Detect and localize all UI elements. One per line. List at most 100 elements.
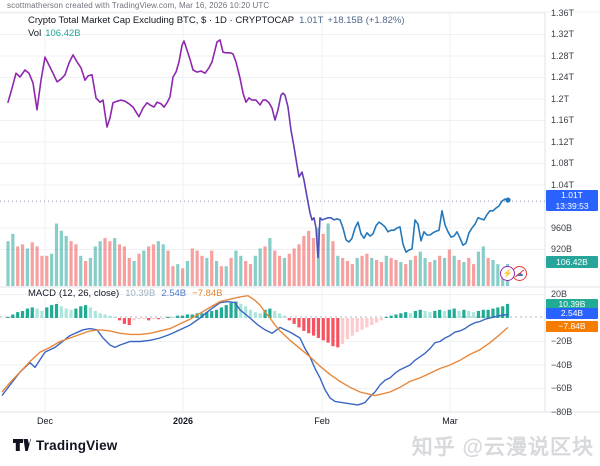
volume-bar: [467, 257, 471, 286]
macd-hist-bar: [316, 318, 320, 338]
axis-tick-label: 920B: [551, 244, 573, 254]
axis-tick-label: 1.36T: [551, 7, 575, 18]
volume-bar: [210, 250, 214, 286]
volume-bar: [394, 259, 398, 286]
volume-bar: [117, 244, 122, 286]
macd-signal-line: [1, 295, 509, 397]
volume-bar: [127, 257, 131, 286]
price-line: [7, 39, 509, 259]
macd-hist-bar: [50, 305, 54, 318]
last-price-badge: 1.01T 13:39:53: [546, 190, 598, 211]
volume-bar: [253, 255, 257, 286]
volume-bar: [74, 244, 78, 286]
macd-hist-bar: [399, 313, 403, 318]
volume-bar: [171, 266, 175, 286]
macd-hist-bar: [147, 318, 151, 321]
macd-legend: MACD (12, 26, close) 10.39B 2.54B −7.84B: [28, 288, 223, 299]
volume-bar: [263, 246, 267, 286]
macd-hist-bar: [273, 310, 277, 318]
volume-bar: [214, 261, 219, 286]
volume-bar: [248, 264, 253, 286]
macd-hist-bar: [282, 315, 287, 318]
volume-bar: [11, 233, 15, 286]
volume-bar: [287, 253, 291, 286]
macd-hist-bar: [311, 318, 316, 336]
macd-hist-bar: [171, 316, 175, 318]
volume-bar: [108, 241, 112, 286]
macd-hist-bar: [59, 306, 63, 318]
volume-bar: [452, 255, 456, 286]
macd-hist-bar: [481, 309, 485, 318]
volume-bar: [122, 246, 126, 286]
macd-hist-bar: [6, 316, 10, 318]
macd-hist-bar: [287, 318, 291, 321]
volume-bar: [350, 264, 354, 286]
macd-hist-bar: [219, 307, 223, 318]
volume-badge: 106.42B: [546, 256, 598, 268]
volume-bar: [321, 233, 325, 286]
volume-bar: [442, 257, 447, 286]
macd-hist-bar: [428, 312, 432, 318]
macd-hist-bar: [205, 312, 209, 318]
macd-hist-bar: [404, 312, 408, 318]
volume-bar: [423, 257, 427, 286]
volume-bar: [331, 241, 335, 286]
volume-legend: Vol 106.42B: [28, 28, 81, 39]
macd-hist-bar: [84, 305, 88, 318]
volume-bar: [360, 255, 364, 286]
volume-bar: [273, 250, 277, 286]
cloud-off-icon[interactable]: ☁: [512, 266, 527, 281]
volume-bar: [137, 253, 141, 286]
macd-hist-bar: [151, 318, 156, 320]
axis-tick-label: 1.2T: [551, 93, 570, 104]
macd-hist-bar: [93, 310, 97, 318]
macd-params: (12, 26, close): [58, 288, 120, 299]
volume-bar: [229, 257, 233, 286]
volume-label: Vol: [28, 28, 42, 39]
volume-bar: [307, 230, 311, 286]
macd-line: [1, 300, 509, 406]
volume-bar: [147, 246, 151, 286]
macd-hist-bar: [341, 318, 345, 344]
macd-hist-bar: [278, 313, 282, 318]
volume-bar: [365, 253, 369, 286]
price-axis: 1.36T 1.32T 1.28T 1.24T 1.2T 1.16T 1.12T 1.08T 1…: [548, 0, 600, 417]
volume-bar: [98, 241, 102, 286]
macd-hist-bar: [360, 318, 364, 330]
volume-bar: [239, 255, 243, 286]
macd-hist-bar: [161, 318, 165, 320]
tradingview-mark-icon: [13, 439, 31, 451]
macd-signal-value: −7.84B: [192, 288, 223, 299]
macd-hist-bar: [336, 318, 340, 348]
volume-bar: [355, 257, 359, 286]
macd-hist-bar: [307, 318, 311, 334]
macd-hist-bar: [244, 306, 248, 318]
volume-bar: [384, 255, 388, 286]
macd-hist-bar: [35, 308, 39, 318]
macd-hist-bar: [137, 318, 141, 320]
watermark-text: 知乎 @云漫说区块: [411, 436, 594, 459]
macd-hist-bar: [447, 309, 451, 318]
macd-hist-bar: [210, 310, 214, 318]
macd-hist-bar: [176, 315, 180, 318]
macd-hist-bar: [292, 318, 296, 324]
macd-hist-bar: [418, 309, 422, 318]
macd-hist-bar: [413, 310, 417, 318]
volume-bar: [88, 257, 93, 286]
macd-hist-bar: [389, 315, 393, 318]
price-line-marker: [505, 197, 511, 203]
macd-hist-bar: [108, 315, 112, 318]
macd-hist-bar: [365, 318, 369, 328]
volume-bar: [433, 259, 437, 286]
macd-hist-bar: [467, 310, 471, 318]
tradingview-logo[interactable]: TradingView: [13, 438, 117, 453]
macd-hist-bar: [263, 309, 267, 318]
macd-hist-bar: [20, 310, 25, 318]
volume-bar: [438, 255, 442, 286]
axis-tick-label: 1.16T: [551, 115, 575, 125]
boost-icon[interactable]: ⚡: [500, 266, 515, 281]
volume-bar: [496, 264, 500, 286]
axis-tick-label: 1.08T: [551, 158, 575, 168]
macd-hist-bar: [156, 318, 160, 320]
macd-hist-bar: [253, 312, 257, 318]
